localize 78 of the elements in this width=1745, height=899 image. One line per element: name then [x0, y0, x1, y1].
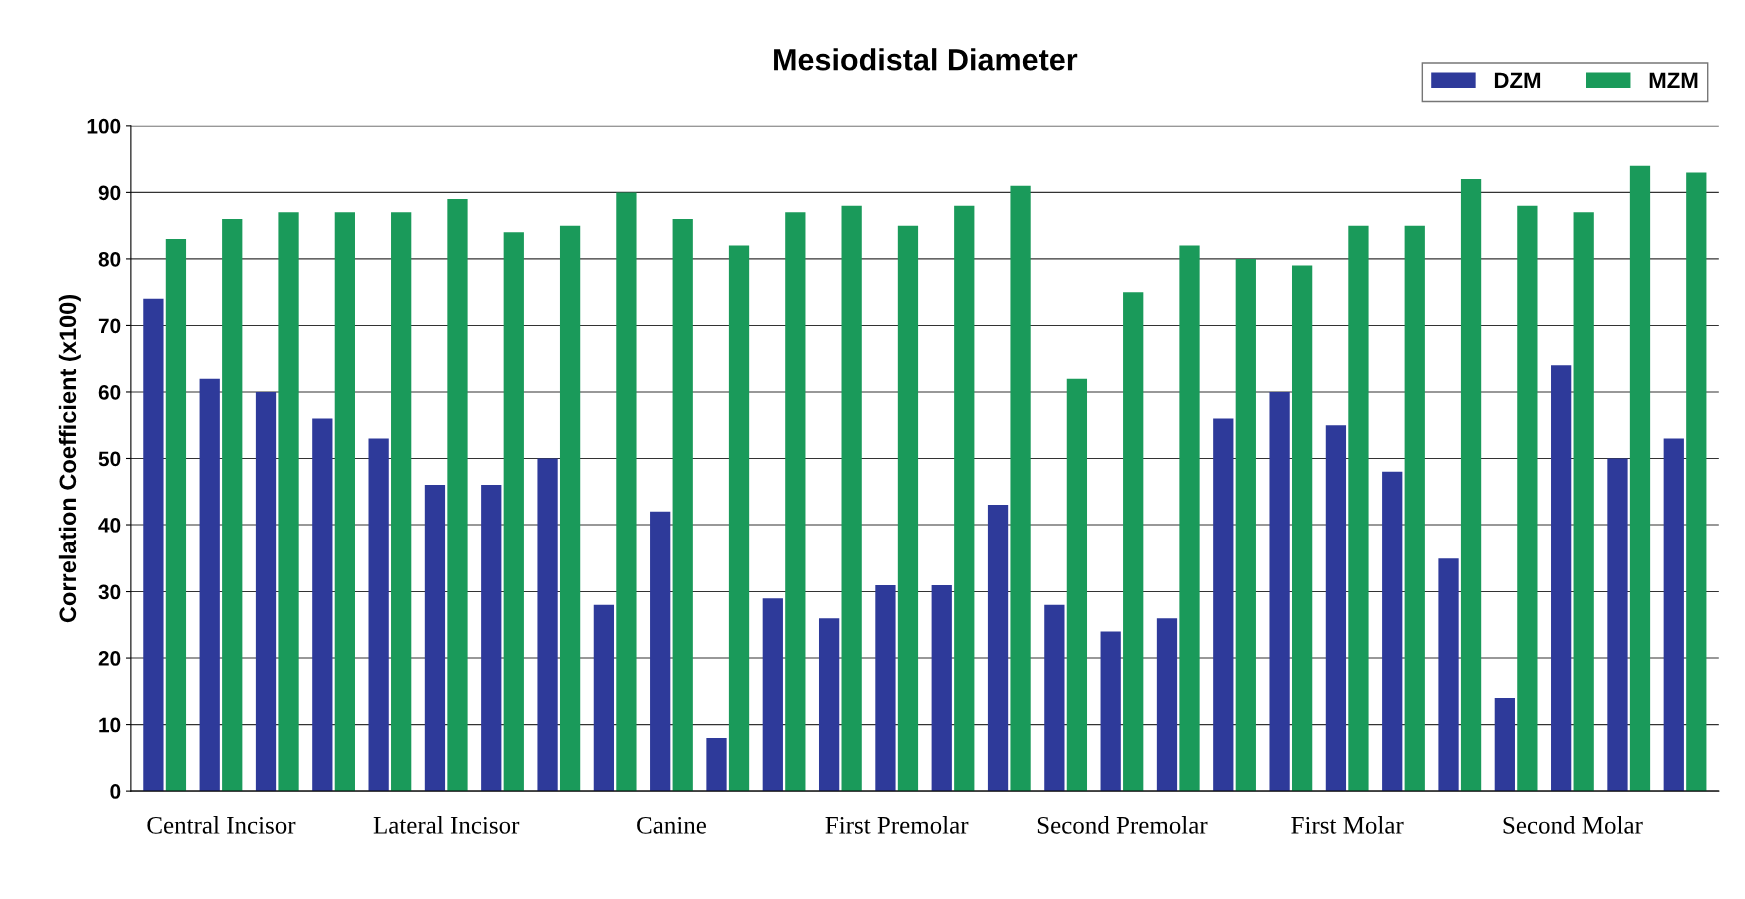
- y-tick-label: 10: [99, 717, 121, 733]
- bar: [728, 245, 750, 792]
- y-tick-label: 80: [98, 251, 121, 267]
- x-tick-label: First Molar: [1291, 816, 1404, 834]
- bar: [278, 212, 299, 792]
- bar: [537, 458, 558, 792]
- x-tick-label: Central Incisor: [147, 816, 296, 834]
- bar: [1517, 205, 1538, 792]
- legend-label: DZM: [1494, 72, 1541, 88]
- bar: [391, 212, 412, 792]
- bar: [1460, 179, 1482, 792]
- bar: [503, 232, 524, 792]
- y-tick-label: 30: [98, 584, 121, 600]
- y-tick-label: 70: [98, 318, 121, 334]
- bar: [447, 199, 468, 792]
- y-tick-label: 50: [98, 451, 121, 467]
- bar: [1044, 604, 1065, 792]
- y-tick-label: 90: [98, 185, 121, 201]
- bar: [1494, 697, 1515, 792]
- bar: [818, 618, 840, 792]
- bar: [1235, 258, 1256, 792]
- bar: [368, 438, 389, 792]
- bar: [1348, 225, 1369, 792]
- bar: [1551, 365, 1572, 792]
- y-tick-label: 60: [98, 384, 121, 400]
- chart-title: Mesiodistal Diameter: [774, 48, 1078, 71]
- bar: [1066, 378, 1088, 792]
- bar: [1123, 292, 1144, 792]
- bar: [481, 485, 502, 792]
- x-tick-label: Second Molar: [1503, 816, 1643, 834]
- bar: [1663, 438, 1684, 792]
- bar: [841, 205, 862, 792]
- bar: [1686, 172, 1707, 792]
- bar: [1291, 265, 1313, 792]
- bar: [1438, 558, 1459, 792]
- bar: [1269, 391, 1290, 792]
- bar: [762, 598, 783, 792]
- bar: [1382, 471, 1403, 792]
- bar: [1010, 185, 1031, 792]
- bar: [559, 225, 581, 792]
- bar: [312, 418, 333, 792]
- bar: [1179, 245, 1200, 792]
- bar: [875, 584, 896, 792]
- bar: [954, 205, 975, 792]
- y-tick-label: 0: [110, 784, 121, 799]
- bar: [199, 378, 220, 792]
- x-tick-label: Lateral Incisor: [373, 816, 520, 834]
- y-tick-label: 40: [98, 518, 121, 533]
- y-axis-title: Correlation Coefficient (x100): [58, 295, 81, 623]
- bar: [1629, 165, 1651, 792]
- bar: [672, 219, 693, 792]
- bar: [785, 212, 806, 792]
- bar: [255, 391, 277, 792]
- bar: [650, 511, 671, 792]
- bar: [593, 604, 615, 792]
- bar: [1404, 225, 1425, 792]
- bar: [222, 219, 243, 792]
- bar: [165, 238, 187, 792]
- bar: [334, 212, 355, 792]
- bar: [424, 485, 446, 792]
- bar: [143, 298, 164, 792]
- bar: [1156, 618, 1178, 792]
- bar: [1607, 458, 1628, 792]
- bar: [987, 505, 1009, 792]
- bar: [1213, 418, 1234, 792]
- y-tick-label: 20: [98, 651, 121, 666]
- bar: [1573, 212, 1594, 792]
- bar: [706, 737, 727, 792]
- bar: [897, 225, 919, 792]
- x-tick-label: First Premolar: [825, 816, 969, 834]
- bar: [1100, 631, 1121, 792]
- x-tick-label: Canine: [637, 816, 706, 834]
- x-tick-label: Second Premolar: [1037, 816, 1208, 834]
- bar: [1325, 425, 1347, 792]
- bar: [616, 192, 637, 792]
- y-tick-label: 100: [87, 118, 121, 134]
- bar: [931, 584, 952, 792]
- legend-label: MZM: [1649, 72, 1698, 88]
